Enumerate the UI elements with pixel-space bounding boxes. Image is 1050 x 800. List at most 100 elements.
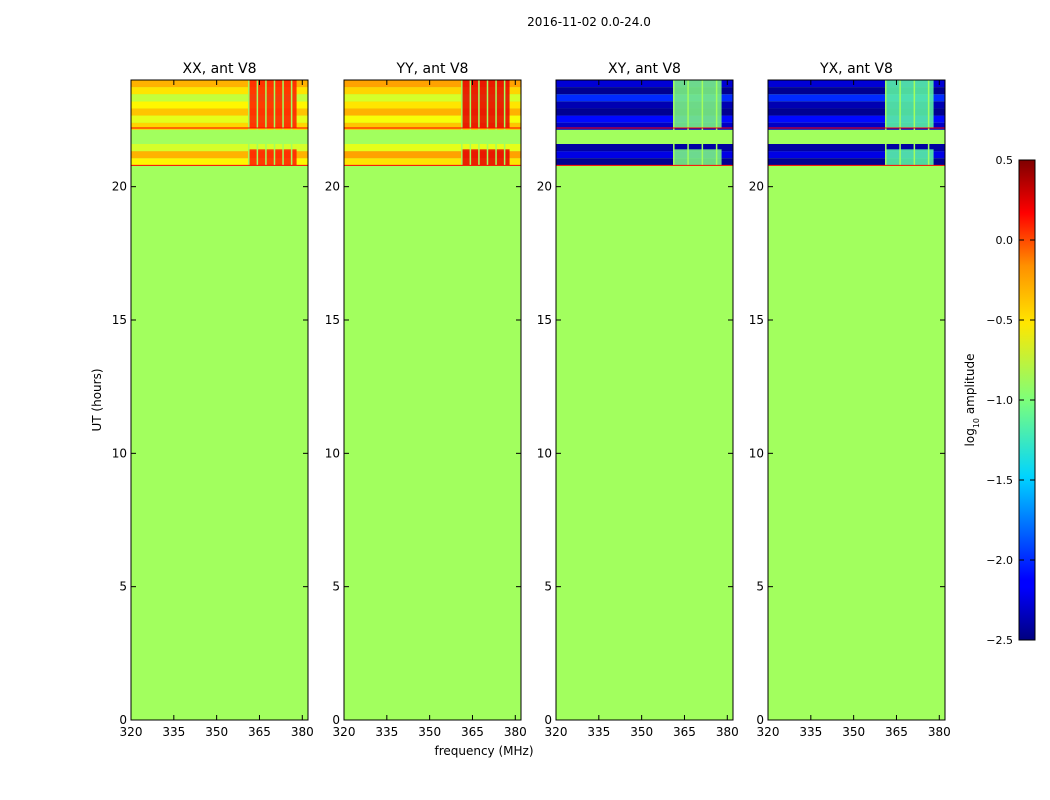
heat-band (556, 158, 733, 166)
x-tick-label: 380 (928, 725, 951, 739)
y-tick-label: 10 (749, 446, 764, 460)
hot-region (248, 80, 297, 128)
y-axis-label: UT (hours) (90, 368, 104, 431)
y-tick-label: 15 (749, 313, 764, 327)
figure-title: 2016-11-02 0.0-24.0 (527, 15, 651, 29)
panel-frame (130, 79, 309, 721)
heat-band (344, 87, 521, 95)
heat-band (131, 115, 308, 123)
y-tick-label: 15 (325, 313, 340, 327)
hot-region (673, 149, 722, 166)
freq-stripe (913, 80, 916, 166)
heat-band (344, 115, 521, 123)
heat-band (768, 87, 945, 95)
y-tick-label: 0 (756, 713, 764, 727)
y-tick-label: 10 (112, 446, 127, 460)
y-tick-label: 10 (537, 446, 552, 460)
heat-band (768, 80, 945, 88)
freq-stripe (495, 80, 497, 166)
freq-stripe (885, 80, 887, 166)
freq-stripe (461, 80, 463, 166)
heat-band (131, 80, 308, 88)
y-tick-label: 5 (332, 580, 340, 594)
x-tick-label: 365 (248, 725, 271, 739)
panel-background (556, 80, 733, 720)
freq-stripe (256, 80, 259, 166)
x-tick-label: 350 (418, 725, 441, 739)
heat-band (556, 87, 733, 95)
heat-band (131, 108, 308, 116)
heat-band (768, 158, 945, 166)
panel-2: YY, ant V8 0 5 10 15 20 320 335 350 365 380 (325, 61, 527, 739)
hot-region (673, 80, 722, 128)
freq-stripe (290, 80, 293, 166)
y-tick-label: 15 (537, 313, 552, 327)
y-tick-label: 5 (544, 580, 552, 594)
heat-band (344, 101, 521, 109)
heat-band (768, 144, 945, 152)
x-tick-label: 365 (885, 725, 908, 739)
panel-3: XY, ant V8 0 5 10 15 20 320 335 350 365 380 (537, 61, 739, 739)
y-tick-label: 0 (332, 713, 340, 727)
panel-title: XX, ant V8 (183, 61, 257, 77)
heat-band (344, 108, 521, 116)
heat-band (344, 158, 521, 166)
x-tick-label: 380 (504, 725, 527, 739)
heat-band (556, 144, 733, 152)
x-tick-label: 335 (587, 725, 610, 739)
freq-stripe (469, 80, 472, 166)
colorbar-tick-label: −2.5 (986, 634, 1013, 647)
hot-region (248, 149, 297, 166)
heat-band (344, 80, 521, 88)
colorbar-label: log10 amplitude (963, 354, 981, 447)
x-tick-label: 350 (205, 725, 228, 739)
heat-band (131, 101, 308, 109)
heat-band (768, 108, 945, 116)
freq-stripe (673, 80, 675, 166)
heat-band (131, 158, 308, 166)
y-tick-label: 5 (119, 580, 127, 594)
y-tick-label: 10 (325, 446, 340, 460)
heat-band (344, 94, 521, 102)
colorbar-tick-label: 0.5 (996, 154, 1014, 167)
freq-stripe (478, 80, 480, 166)
panel-frame (343, 79, 522, 721)
colorbar-tick-label: 0.0 (996, 234, 1014, 247)
heat-band (768, 151, 945, 159)
heat-band (131, 87, 308, 95)
x-tick-label: 380 (291, 725, 314, 739)
freq-stripe (687, 80, 689, 166)
heat-band (344, 151, 521, 159)
heat-band (768, 115, 945, 123)
heat-band (131, 122, 308, 130)
x-axis-label: frequency (MHz) (434, 744, 533, 758)
freq-stripe (899, 80, 901, 166)
colorbar-label-subscript: 10 (972, 418, 981, 428)
freq-stripe (503, 80, 506, 166)
x-tick-label: 350 (630, 725, 653, 739)
heat-band (131, 144, 308, 152)
x-tick-label: 380 (716, 725, 739, 739)
y-tick-label: 20 (537, 180, 552, 194)
panel-title: YY, ant V8 (396, 61, 469, 77)
freq-stripe (248, 80, 250, 166)
heat-band (556, 122, 733, 130)
x-tick-label: 365 (673, 725, 696, 739)
heat-band (556, 101, 733, 109)
panel-background (344, 80, 521, 720)
heat-band (344, 122, 521, 130)
heat-band (131, 151, 308, 159)
panel-frame (767, 79, 946, 721)
colorbar-tick-label: −1.0 (986, 394, 1013, 407)
x-tick-label: 335 (799, 725, 822, 739)
heat-band (556, 108, 733, 116)
x-tick-label: 320 (120, 725, 143, 739)
heat-band (768, 101, 945, 109)
panel-background (131, 80, 308, 720)
heat-band (556, 80, 733, 88)
y-tick-label: 0 (119, 713, 127, 727)
heat-band (768, 122, 945, 130)
y-tick-label: 20 (325, 180, 340, 194)
heat-band (556, 94, 733, 102)
